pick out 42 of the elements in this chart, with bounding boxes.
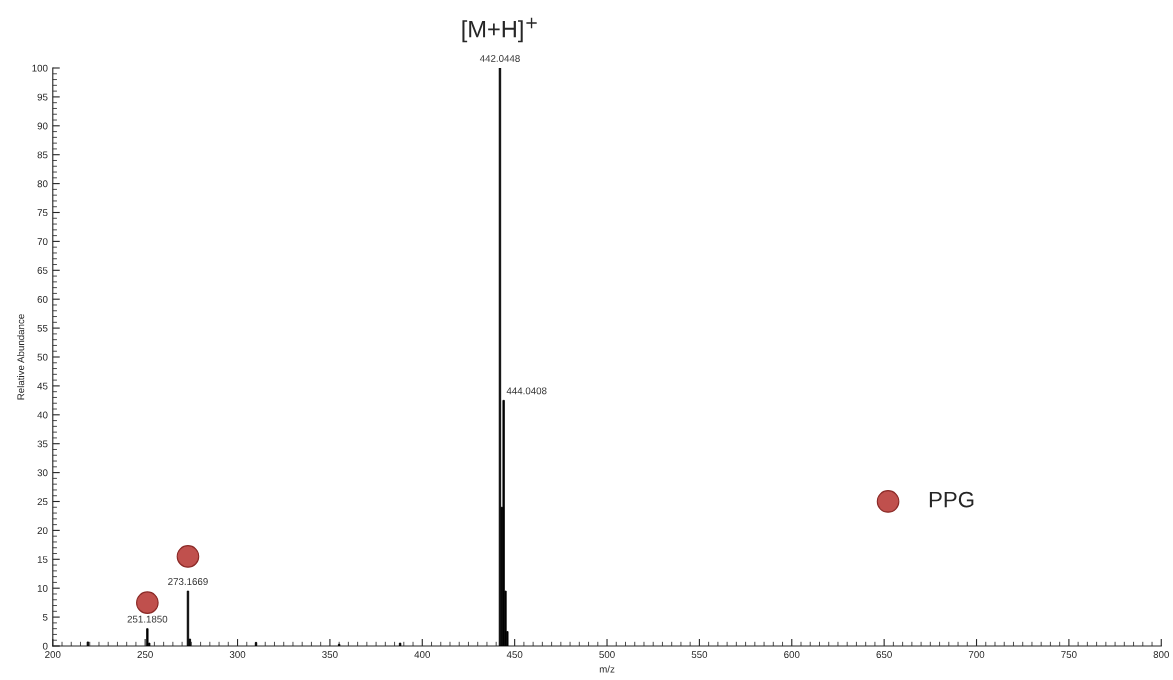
annotation: 444.0408	[506, 387, 547, 395]
y-tick-label: 25	[37, 498, 48, 506]
y-tick-label: 50	[37, 353, 48, 361]
y-tick-label: 100	[32, 64, 48, 72]
y-tick-label: 5	[42, 613, 48, 621]
x-axis-title: m/z	[599, 665, 615, 673]
x-tick-label: 700	[968, 651, 985, 658]
annotation: [M+H]$^{+}$	[462, 17, 537, 43]
y-tick-label: 0	[42, 642, 48, 650]
x-tick-label: 450	[506, 651, 523, 658]
y-axis-title: Relative Abundance	[17, 314, 25, 400]
y-tick-label: 60	[37, 295, 48, 303]
y-tick-label: 20	[37, 527, 48, 535]
y-tick-label: 55	[37, 324, 48, 332]
y-tick-label: 35	[37, 440, 48, 448]
y-tick-label: 90	[37, 122, 48, 130]
x-tick-label: 250	[137, 651, 153, 658]
x-tick-label: 550	[691, 651, 708, 658]
annotation: 251.1850	[127, 615, 168, 623]
y-tick-label: 30	[37, 469, 48, 477]
x-tick-label: 750	[1061, 651, 1077, 658]
x-tick-label: 400	[414, 651, 431, 658]
x-tick-label: 500	[599, 651, 615, 658]
annotation: 273.1669	[168, 578, 208, 585]
x-tick-label: 300	[229, 651, 246, 658]
x-tick-label: 600	[784, 651, 800, 658]
annotation: 442.0448	[479, 55, 520, 62]
x-tick-label: 350	[322, 651, 338, 658]
y-tick-label: 75	[37, 209, 48, 217]
x-tick-label: 200	[45, 651, 61, 658]
y-tick-label: 10	[37, 584, 48, 592]
y-tick-label: 70	[37, 238, 48, 246]
y-tick-label: 65	[37, 267, 48, 274]
y-tick-label: 40	[37, 411, 48, 419]
y-tick-label: 15	[37, 556, 48, 563]
y-tick-label: 85	[37, 151, 48, 159]
x-tick-label: 800	[1153, 651, 1169, 658]
y-tick-label: 95	[37, 93, 48, 101]
legend-label: PPG	[929, 491, 974, 508]
x-tick-label: 650	[876, 651, 892, 658]
y-tick-label: 45	[37, 382, 48, 390]
y-tick-label: 80	[37, 180, 48, 188]
